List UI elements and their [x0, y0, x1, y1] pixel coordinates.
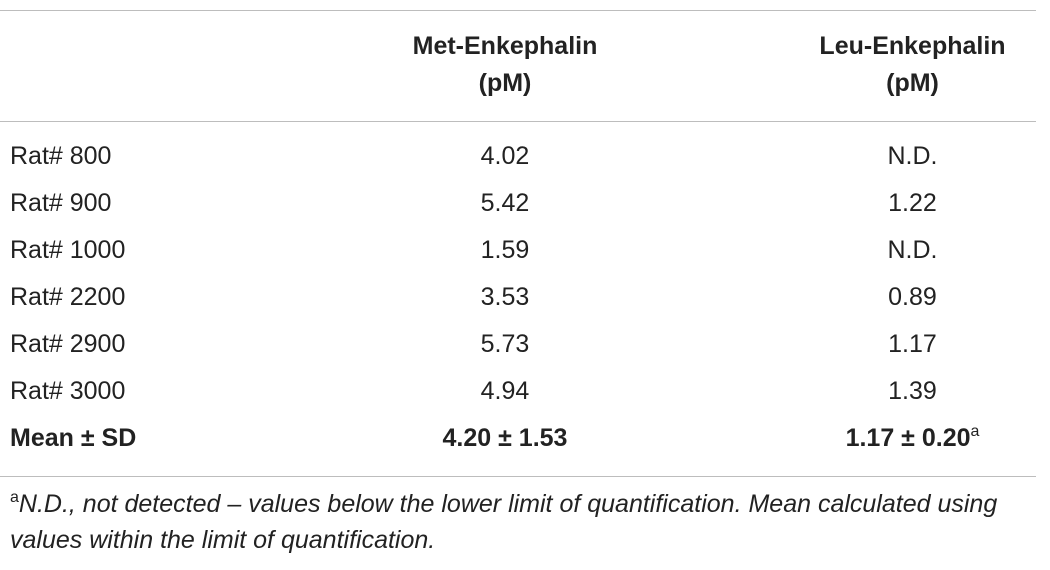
summary-label: Mean ± SD [10, 424, 137, 452]
table-header-rule [0, 121, 1036, 122]
table-row: Rat# 3000 4.94 1.39 [0, 368, 1050, 415]
met-enkephalin-value: 5.42 [480, 189, 530, 217]
row-label: Rat# 800 [10, 142, 112, 170]
column-header-met-enkephalin: Met-Enkephalin (pM) [340, 28, 670, 102]
table-footnote: aN.D., not detected – values below the l… [10, 486, 1040, 558]
met-enkephalin-value: 4.94 [480, 377, 530, 405]
leu-enkephalin-value: 1.17 [888, 330, 937, 358]
leu-enkephalin-value: N.D. [887, 142, 938, 170]
column-header-leu-name: Leu-Enkephalin [819, 32, 1006, 60]
met-enkephalin-value: 3.53 [480, 283, 530, 311]
leu-enkephalin-value: 1.22 [888, 189, 937, 217]
row-label: Rat# 1000 [10, 236, 126, 264]
leu-enkephalin-value: 1.39 [888, 377, 937, 405]
leu-enkephalin-value: N.D. [887, 236, 938, 264]
table-top-rule [0, 10, 1036, 11]
met-enkephalin-value: 5.73 [480, 330, 530, 358]
leu-enkephalin-mean: 1.17 ± 0.20 [845, 424, 971, 452]
footnote-marker: a [10, 489, 19, 506]
footnote-marker: a [970, 423, 980, 440]
leu-enkephalin-mean-cell: 1.17 ± 0.20a [790, 415, 1035, 462]
table-row: Rat# 900 5.42 1.22 [0, 180, 1050, 227]
column-header-met-unit: (pM) [478, 69, 532, 97]
row-label: Rat# 2200 [10, 283, 126, 311]
row-label: Rat# 3000 [10, 377, 126, 405]
table-bottom-rule [0, 476, 1036, 477]
column-header-leu-enkephalin: Leu-Enkephalin (pM) [790, 28, 1035, 102]
footnote-text: N.D., not detected – values below the lo… [10, 490, 998, 554]
table-row: Rat# 800 4.02 N.D. [0, 133, 1050, 180]
table-row: Rat# 1000 1.59 N.D. [0, 227, 1050, 274]
met-enkephalin-mean: 4.20 ± 1.53 [442, 424, 568, 452]
summary-row: Mean ± SD 4.20 ± 1.53 1.17 ± 0.20a [0, 415, 1050, 462]
row-label: Rat# 900 [10, 189, 112, 217]
row-label: Rat# 2900 [10, 330, 126, 358]
met-enkephalin-value: 4.02 [480, 142, 530, 170]
column-header-met-name: Met-Enkephalin [412, 32, 598, 60]
table-row: Rat# 2900 5.73 1.17 [0, 321, 1050, 368]
met-enkephalin-value: 1.59 [480, 236, 530, 264]
leu-enkephalin-value: 0.89 [888, 283, 937, 311]
column-header-leu-unit: (pM) [886, 69, 939, 97]
table-row: Rat# 2200 3.53 0.89 [0, 274, 1050, 321]
